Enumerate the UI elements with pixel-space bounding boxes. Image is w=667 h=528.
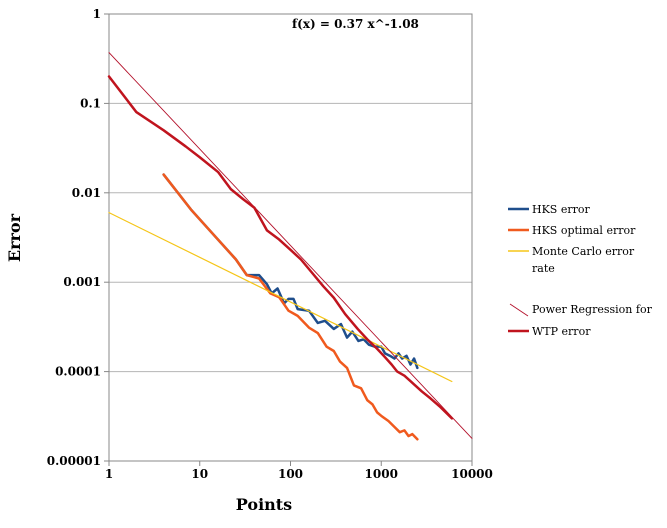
legend-label-monte-carlo-line1: Monte Carlo error	[532, 245, 635, 258]
legend-label-power-regression: Power Regression for	[532, 303, 653, 316]
x-tick-label: 10000	[451, 467, 493, 481]
series-layer	[107, 52, 473, 441]
legend: HKS error HKS optimal error Monte Carlo …	[508, 203, 653, 338]
plot-frame	[108, 13, 473, 462]
x-tick-label: 1000	[365, 467, 398, 481]
y-tick-label: 0.01	[72, 186, 101, 200]
y-tick-label: 1	[93, 7, 101, 21]
y-tick-label: 0.001	[63, 275, 101, 289]
y-tick-label: 0.00001	[47, 454, 101, 468]
regression-annotation: f(x) = 0.37 x^-1.08	[292, 17, 419, 31]
series-line-hks-error	[162, 173, 419, 370]
x-axis-title: Points	[236, 495, 292, 514]
legend-label-monte-carlo-line2: rate	[532, 262, 555, 275]
x-tick-label: 1	[105, 467, 113, 481]
series-line-power-regression-for-wtp-error	[108, 52, 473, 439]
grid	[104, 13, 473, 466]
tick-labels: 0.00001 0.0001 0.001 0.01 0.1 1 1 10 100 1000 1000…	[47, 7, 493, 481]
legend-label-hks-optimal: HKS optimal error	[532, 224, 636, 237]
legend-label-hks: HKS error	[532, 203, 590, 216]
legend-label-wtp: WTP error	[532, 325, 591, 338]
legend-swatch-power-regression	[509, 303, 529, 317]
x-tick-label: 100	[278, 467, 303, 481]
y-axis-title: Error	[5, 213, 24, 262]
y-tick-label: 0.1	[80, 96, 101, 110]
series-line-hks-optimal-error	[162, 173, 419, 441]
series-line-wtp-error	[107, 75, 454, 420]
x-tick-label: 10	[191, 467, 208, 481]
series-line-monte-carlo-error-rate	[108, 212, 453, 383]
y-tick-label: 0.0001	[55, 365, 101, 379]
